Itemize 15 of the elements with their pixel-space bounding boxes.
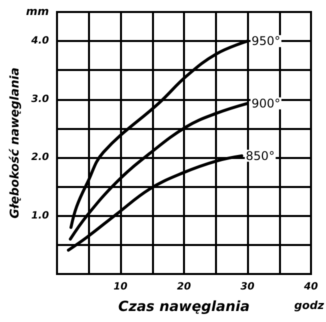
x-tick-label: 30 (240, 282, 254, 292)
series-label: 950° (252, 34, 280, 48)
x-tick-label: 10 (114, 282, 128, 292)
series-label: 850° (246, 148, 275, 163)
x-tick-label: 40 (303, 282, 318, 292)
x-axis-title: Czas nawęglania (118, 299, 250, 315)
x-tick-label: 20 (177, 282, 191, 292)
text: godz (294, 299, 325, 312)
y-tick-label: 4.0 (30, 36, 50, 47)
y-axis-title: Głębokość nawęglania (7, 68, 22, 218)
series-label: 900° (252, 96, 280, 110)
y-tick-label: 2.0 (31, 152, 50, 164)
y-tick-label: 1.0 (31, 210, 50, 222)
y-tick-label: 3.0 (31, 94, 50, 105)
text: mm (26, 5, 49, 18)
